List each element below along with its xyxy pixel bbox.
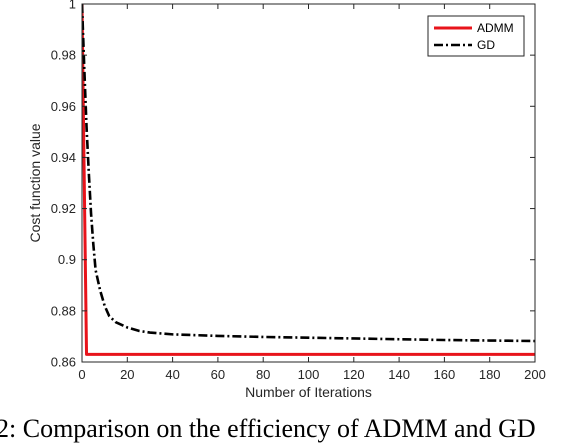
plot-area [82,4,535,362]
x-tick-label: 80 [256,367,270,382]
x-axis-title: Number of Iterations [245,384,372,400]
legend-label-admm: ADMM [477,21,514,35]
x-tick-label: 140 [388,367,410,382]
y-axis-title: Cost function value [27,123,43,242]
legend: ADMM GD [427,15,525,57]
y-tick-label: 0.86 [51,355,76,370]
x-tick-label: 100 [298,367,320,382]
y-tick-label: 1 [69,0,76,12]
series-line-gd [82,3,535,343]
x-tick-label: 120 [343,367,365,382]
legend-label-gd: GD [477,38,495,52]
y-tick-label: 0.96 [51,99,76,114]
series-layer [82,3,535,356]
x-tick-label: 200 [524,367,546,382]
y-tick-label: 0.88 [51,303,76,318]
legend-box [427,15,525,57]
y-tick-label: 0.98 [51,48,76,63]
x-tick-label: 160 [434,367,456,382]
axes-layer: 0 20 40 60 80 100 120 140 160 180 200 0.86 0.88 0.9 0.… [51,0,546,382]
figure-caption: 2: Comparison on the efficiency of ADMM … [0,414,536,443]
y-tick-label: 0.94 [51,150,76,165]
x-tick-label: 20 [120,367,134,382]
x-tick-label: 180 [479,367,501,382]
series-line-admm [82,3,535,356]
x-tick-label: 40 [165,367,179,382]
x-tick-label: 0 [78,367,85,382]
y-tick-label: 0.92 [51,201,76,216]
plot-background [82,4,535,362]
y-tick-label: 0.9 [58,252,76,267]
x-tick-label: 60 [211,367,225,382]
line-chart: 0 20 40 60 80 100 120 140 160 180 200 0.86 0.88 0.9 0.… [27,0,546,400]
